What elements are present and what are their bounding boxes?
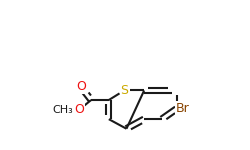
Text: O: O (74, 103, 84, 116)
Text: CH₃: CH₃ (53, 105, 74, 115)
Text: S: S (120, 84, 128, 97)
Text: Br: Br (176, 102, 189, 115)
Text: O: O (76, 80, 86, 93)
